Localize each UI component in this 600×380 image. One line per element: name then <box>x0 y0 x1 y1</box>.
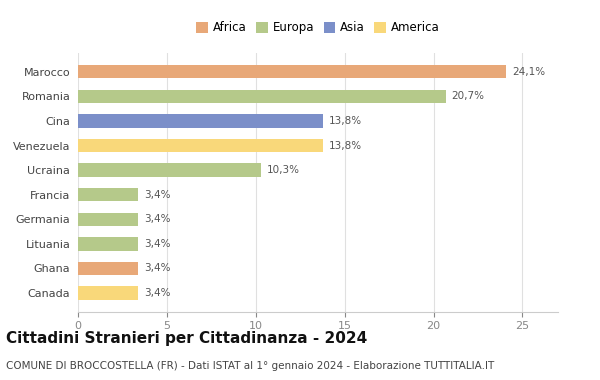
Legend: Africa, Europa, Asia, America: Africa, Europa, Asia, America <box>193 18 443 38</box>
Text: 13,8%: 13,8% <box>329 116 362 126</box>
Bar <box>78 237 139 251</box>
Bar <box>78 65 506 79</box>
Bar <box>78 286 139 300</box>
Text: 3,4%: 3,4% <box>144 288 170 298</box>
Text: 20,7%: 20,7% <box>451 91 484 101</box>
Text: 10,3%: 10,3% <box>266 165 299 175</box>
Text: 24,1%: 24,1% <box>512 67 545 77</box>
Bar <box>78 139 323 152</box>
Text: 3,4%: 3,4% <box>144 190 170 200</box>
Text: 3,4%: 3,4% <box>144 214 170 224</box>
Text: 3,4%: 3,4% <box>144 239 170 249</box>
Bar <box>78 212 139 226</box>
Bar <box>78 262 139 275</box>
Text: Cittadini Stranieri per Cittadinanza - 2024: Cittadini Stranieri per Cittadinanza - 2… <box>6 331 367 345</box>
Text: COMUNE DI BROCCOSTELLA (FR) - Dati ISTAT al 1° gennaio 2024 - Elaborazione TUTTI: COMUNE DI BROCCOSTELLA (FR) - Dati ISTAT… <box>6 361 494 371</box>
Bar <box>78 163 261 177</box>
Bar <box>78 90 446 103</box>
Bar <box>78 188 139 201</box>
Bar <box>78 114 323 128</box>
Text: 3,4%: 3,4% <box>144 263 170 274</box>
Text: 13,8%: 13,8% <box>329 141 362 150</box>
